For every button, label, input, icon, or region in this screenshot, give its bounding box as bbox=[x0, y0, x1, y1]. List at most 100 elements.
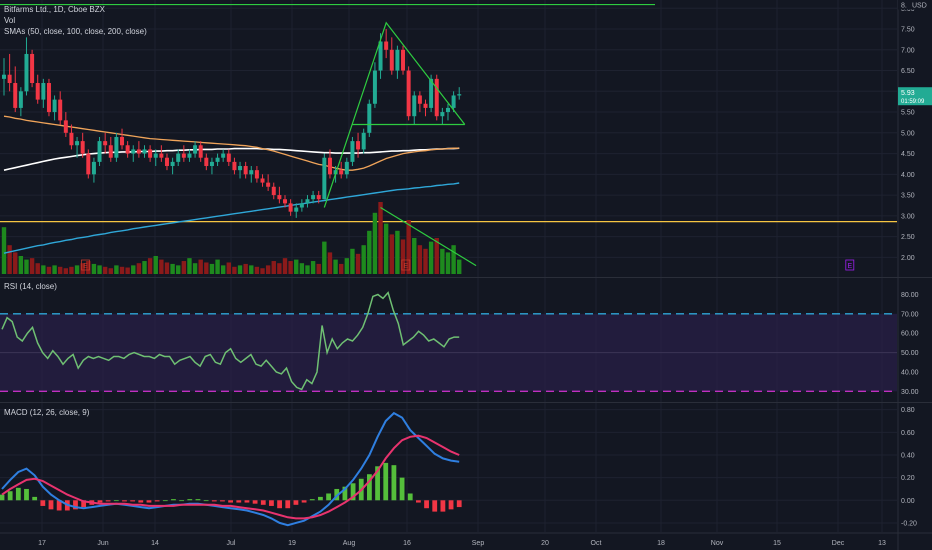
macd-histogram-bar bbox=[277, 500, 282, 509]
macd-histogram-bar bbox=[399, 477, 405, 501]
candle-body bbox=[389, 49, 394, 71]
candle-body bbox=[316, 195, 321, 200]
macd-histogram-bar bbox=[162, 500, 168, 502]
time-tick-label: 20 bbox=[541, 540, 549, 547]
time-tick-label: Oct bbox=[591, 540, 602, 547]
volume-bar bbox=[63, 268, 69, 274]
candle-body bbox=[378, 41, 383, 71]
volume-bar bbox=[378, 202, 383, 274]
time-tick-label: 13 bbox=[878, 540, 886, 547]
time-tick-label: 15 bbox=[773, 540, 781, 547]
volume-bar bbox=[288, 261, 293, 274]
volume-bar bbox=[198, 259, 203, 274]
candle-body bbox=[226, 153, 231, 162]
candle-body bbox=[294, 207, 299, 212]
rsi-tick-label: 30.00 bbox=[901, 389, 919, 396]
macd-histogram-bar bbox=[456, 500, 462, 508]
volume-bar bbox=[102, 266, 108, 274]
price-tick-label: 4.00 bbox=[901, 172, 915, 179]
macd-histogram-bar bbox=[407, 493, 413, 501]
volume-bar bbox=[220, 265, 226, 274]
candle-body bbox=[322, 157, 327, 200]
macd-tick-label: 0.00 bbox=[901, 498, 915, 505]
macd-histogram-bar bbox=[424, 500, 429, 509]
volume-bar bbox=[18, 256, 24, 274]
candle-body bbox=[215, 157, 220, 162]
volume-bar bbox=[310, 261, 316, 274]
candle-body bbox=[153, 153, 158, 158]
volume-bar bbox=[299, 263, 305, 274]
sma50-line bbox=[3, 115, 460, 171]
macd-histogram-bar bbox=[7, 491, 13, 501]
candle-body bbox=[243, 166, 248, 175]
macd-histogram-bar bbox=[260, 500, 266, 505]
earnings-badge bbox=[401, 259, 411, 271]
candle-body bbox=[440, 112, 445, 117]
macd-line bbox=[1, 411, 460, 527]
volume-bar bbox=[417, 245, 423, 274]
macd-tick-label: 0.80 bbox=[901, 407, 915, 414]
volume-bar bbox=[265, 265, 271, 274]
candle-body bbox=[434, 78, 439, 117]
top-price-tag-label: 8. bbox=[901, 3, 907, 10]
volume-bar bbox=[406, 220, 411, 274]
candle-body bbox=[417, 95, 422, 104]
volume-bar bbox=[367, 230, 372, 274]
volume-bar bbox=[344, 258, 350, 274]
sma-legend[interactable]: SMAs (50, close, 100, close, 200, close) bbox=[4, 27, 147, 36]
candle-body bbox=[136, 149, 141, 154]
symbol-legend[interactable]: Bitfarms Ltd., 1D, Cboe BZX bbox=[4, 5, 105, 14]
candle-body bbox=[35, 83, 40, 100]
macd-histogram-bar bbox=[211, 500, 217, 502]
macd-histogram-bar bbox=[309, 499, 315, 501]
price-tick-label: 5.50 bbox=[901, 110, 915, 117]
candle-body bbox=[305, 199, 310, 204]
rsi-tick-label: 70.00 bbox=[901, 311, 919, 318]
volume-bar bbox=[153, 256, 158, 274]
volume-bar bbox=[243, 263, 248, 274]
rsi-tick-label: 40.00 bbox=[901, 369, 919, 376]
price-tick-label: 2.50 bbox=[901, 234, 915, 241]
volume-bar bbox=[181, 261, 187, 274]
macd-histogram-bar bbox=[252, 500, 258, 504]
candle-body bbox=[7, 74, 12, 84]
volume-bar bbox=[400, 239, 406, 274]
rsi-legend[interactable]: RSI (14, close) bbox=[4, 282, 57, 291]
candle-body bbox=[311, 195, 316, 200]
candle-body bbox=[283, 199, 287, 204]
candle-body bbox=[108, 145, 113, 158]
candle-body bbox=[209, 161, 214, 167]
volume-bar bbox=[226, 262, 231, 274]
volume-trend-line bbox=[380, 207, 477, 267]
volume-bar bbox=[170, 263, 175, 274]
candle-body bbox=[86, 153, 91, 175]
price-tick-label: 5.00 bbox=[901, 130, 915, 137]
volume-bar bbox=[339, 263, 344, 274]
candle-body bbox=[367, 103, 372, 133]
macd-histogram-bar bbox=[391, 465, 397, 501]
time-tick-label: Jul bbox=[227, 540, 236, 547]
candle-body bbox=[260, 178, 265, 183]
macd-legend[interactable]: MACD (12, 26, close, 9) bbox=[4, 408, 90, 417]
macd-histogram-bar bbox=[154, 500, 160, 502]
macd-histogram-bar bbox=[32, 496, 38, 501]
candle-body bbox=[384, 41, 389, 50]
macd-histogram-bar bbox=[195, 499, 201, 501]
rsi-tick-label: 50.00 bbox=[901, 350, 919, 357]
macd-tick-label: 0.60 bbox=[901, 430, 915, 437]
candle-body bbox=[2, 74, 6, 79]
volume-bar bbox=[131, 265, 136, 274]
macd-histogram-bar bbox=[432, 500, 438, 512]
volume-legend[interactable]: Vol bbox=[4, 16, 16, 25]
candle-body bbox=[423, 103, 428, 108]
candle-body bbox=[429, 78, 434, 108]
macd-histogram-bar bbox=[448, 500, 454, 510]
candle-body bbox=[356, 141, 361, 150]
earnings-badge bbox=[845, 259, 855, 271]
candle-body bbox=[193, 145, 198, 154]
candle-body bbox=[13, 83, 18, 108]
time-tick-label: Nov bbox=[711, 540, 724, 547]
candle-body bbox=[299, 203, 304, 208]
time-tick-label: Sep bbox=[472, 540, 485, 547]
